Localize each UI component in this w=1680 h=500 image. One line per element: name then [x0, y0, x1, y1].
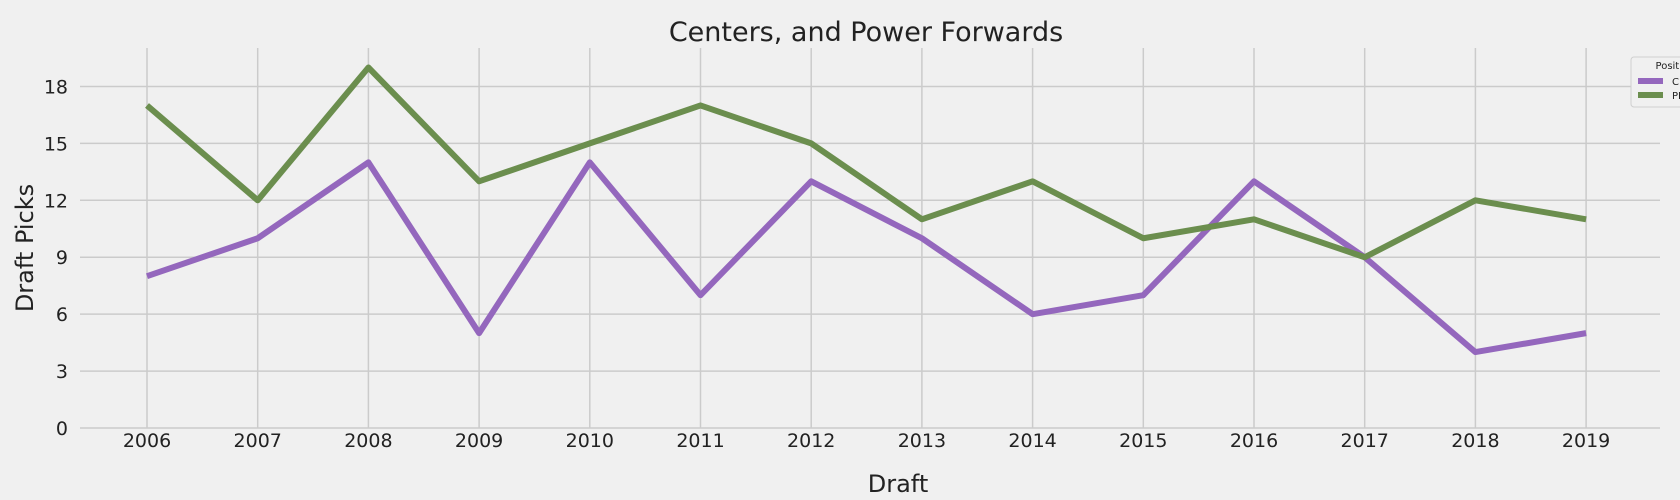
y-tick-label: 3 — [56, 361, 68, 383]
x-tick-label: 2019 — [1562, 430, 1610, 452]
legend-label: PF — [1672, 91, 1680, 102]
legend-title: Position — [1656, 61, 1680, 72]
y-tick-label: 0 — [56, 418, 68, 440]
x-tick-label: 2018 — [1451, 430, 1499, 452]
x-tick-label: 2015 — [1119, 430, 1167, 452]
x-tick-label: 2014 — [1008, 430, 1056, 452]
x-tick-label: 2011 — [676, 430, 724, 452]
y-tick-label: 18 — [44, 76, 68, 98]
x-tick-label: 2013 — [898, 430, 946, 452]
legend: Position C PF — [1630, 56, 1680, 108]
series-line-pf — [145, 64, 1587, 261]
x-tick-label: 2008 — [344, 430, 392, 452]
x-tick-label: 2009 — [455, 430, 503, 452]
x-tick-labels: 2006 2007 2008 2009 2010 2011 2012 2013 2014 2015… — [123, 430, 1610, 452]
x-axis-label: Draft — [868, 470, 929, 498]
x-tick-label: 2016 — [1230, 430, 1278, 452]
series-line-c — [146, 159, 1587, 356]
x-tick-label: 2006 — [123, 430, 171, 452]
x-tick-label: 2007 — [234, 430, 282, 452]
x-tick-label: 2010 — [566, 430, 614, 452]
chart-title: Centers, and Power Forwards — [669, 17, 1063, 48]
y-tick-label: 12 — [44, 190, 68, 212]
series-lines — [145, 64, 1587, 356]
y-tick-label: 6 — [56, 304, 68, 326]
y-axis-label: Draft Picks — [11, 184, 39, 312]
y-tick-label: 15 — [44, 133, 68, 155]
y-tick-labels: 0 3 6 9 12 15 18 — [44, 76, 68, 440]
y-tick-label: 9 — [56, 247, 68, 269]
x-tick-label: 2017 — [1341, 430, 1389, 452]
legend-label: C — [1672, 77, 1679, 88]
y-gridlines — [80, 85, 1660, 429]
x-tick-label: 2012 — [787, 430, 835, 452]
